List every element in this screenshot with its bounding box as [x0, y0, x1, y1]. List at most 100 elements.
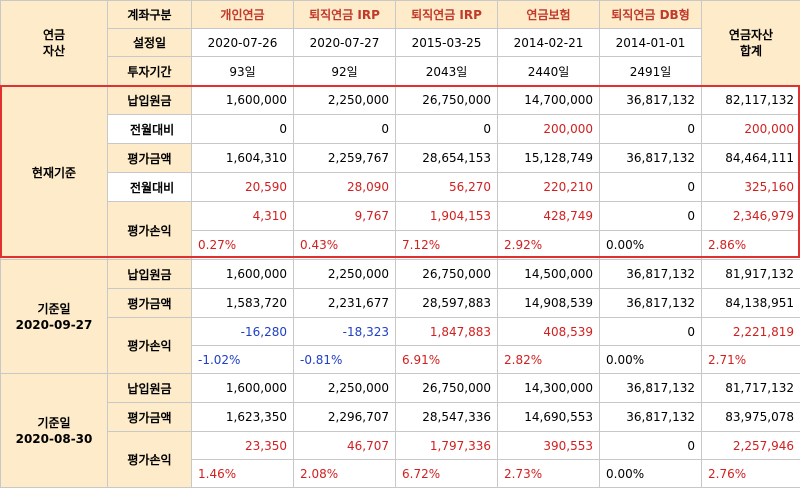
current-principal_change-1: 0 [293, 114, 396, 144]
current-principal-4: 36,817,132 [599, 85, 702, 115]
current-valuation_change-0: 20,590 [191, 172, 294, 202]
current-principal_change-2: 0 [395, 114, 498, 144]
aug30-pnl-pct-2: 6.72% [395, 459, 498, 488]
sep27-principal-2: 26,750,000 [395, 259, 498, 289]
header-row-account-type: 연금 자산 계좌구분 개인연금 퇴직연금 IRP 퇴직연금 IRP 연금보험 퇴직연금 DB… [0, 0, 800, 86]
sep27-principal-0: 1,600,000 [191, 259, 294, 289]
current-pnl-pct-4: 0.00% [599, 230, 702, 260]
aug30-principal-5: 81,717,132 [701, 373, 800, 403]
aug30-valuation-1: 2,296,707 [293, 402, 396, 432]
asset-label-text: 연금 자산 [42, 28, 66, 58]
current-principal_change-label: 전월대비 [107, 114, 192, 144]
current-principal-5: 82,117,132 [701, 85, 800, 115]
current-valuation-0: 1,604,310 [191, 143, 294, 173]
aug30-pnl-pct-row: 1.46% 2.08% 6.72% 2.73% 0.00% 2.76% [1, 459, 800, 488]
aug30-pnl-2: 1,797,336 [395, 431, 498, 460]
invest-period-label: 투자기간 [107, 56, 192, 86]
current-pnl-pct-row: 0.27% 0.43% 7.12% 2.92% 0.00% 2.86% [1, 230, 800, 260]
current-principal-2: 26,750,000 [395, 85, 498, 115]
current-pnl-5: 2,346,979 [701, 201, 800, 231]
aug30-valuation-label: 평가금액 [107, 402, 192, 432]
current-pnl-pct-0: 0.27% [191, 230, 294, 260]
current-pnl-pct-2: 7.12% [395, 230, 498, 260]
current-principal-0: 1,600,000 [191, 85, 294, 115]
current-principal_change-5: 200,000 [701, 114, 800, 144]
aug30-valuation-row: 평가금액 1,623,350 2,296,707 28,547,336 14,690,5… [1, 402, 800, 432]
aug30-valuation-2: 28,547,336 [395, 402, 498, 432]
sep27-pnl-5: 2,221,819 [701, 317, 800, 346]
setup-date-4: 2014-01-01 [599, 28, 702, 57]
current-valuation_change-1: 28,090 [293, 172, 396, 202]
sep27-pnl-pct-0: -1.02% [191, 345, 294, 374]
sep27-section-text: 기준일 2020-09-27 [15, 301, 93, 332]
aug30-pnl-pct-5: 2.76% [701, 459, 800, 488]
invest-period-4: 2491일 [599, 56, 702, 86]
current-section-label: 현재기준 [0, 85, 108, 260]
current-principal_change-0: 0 [191, 114, 294, 144]
current-valuation-row: 평가금액 1,604,310 2,259,767 28,654,153 15,128,7… [1, 143, 800, 173]
current-valuation_change-4: 0 [599, 172, 702, 202]
sep27-pnl-label: 평가손익 [107, 317, 192, 374]
setup-date-label: 설정일 [107, 28, 192, 57]
current-valuation-4: 36,817,132 [599, 143, 702, 173]
current-valuation-5: 84,464,111 [701, 143, 800, 173]
aug30-pnl-pct-4: 0.00% [599, 459, 702, 488]
sep27-principal-4: 36,817,132 [599, 259, 702, 289]
setup-date-1: 2020-07-27 [293, 28, 396, 57]
aug30-pnl-5: 2,257,946 [701, 431, 800, 460]
current-pnl-1: 9,767 [293, 201, 396, 231]
current-principal-1: 2,250,000 [293, 85, 396, 115]
sep27-valuation-label: 평가금액 [107, 288, 192, 318]
total-column-label: 연금자산 합계 [701, 0, 800, 86]
invest-period-2: 2043일 [395, 56, 498, 86]
aug30-valuation-0: 1,623,350 [191, 402, 294, 432]
aug30-pnl-0: 23,350 [191, 431, 294, 460]
aug30-principal-1: 2,250,000 [293, 373, 396, 403]
current-valuation_change-label: 전월대비 [107, 172, 192, 202]
aug30-section-text: 기준일 2020-08-30 [15, 415, 93, 446]
sep27-valuation-5: 84,138,951 [701, 288, 800, 318]
current-pnl-3: 428,749 [497, 201, 600, 231]
setup-date-3: 2014-02-21 [497, 28, 600, 57]
total-label-text: 연금자산 합계 [728, 28, 774, 58]
sep27-pnl-pct-5: 2.71% [701, 345, 800, 374]
current-valuation-2: 28,654,153 [395, 143, 498, 173]
aug30-pnl-label: 평가손익 [107, 431, 192, 488]
sep27-pnl-3: 408,539 [497, 317, 600, 346]
current-pnl-pct-1: 0.43% [293, 230, 396, 260]
account-name-2: 퇴직연금 IRP [395, 0, 498, 29]
account-type-label: 계좌구분 [107, 0, 192, 29]
current-pnl-4: 0 [599, 201, 702, 231]
account-name-0: 개인연금 [191, 0, 294, 29]
current-valuation_change-2: 56,270 [395, 172, 498, 202]
current-pnl-pct-3: 2.92% [497, 230, 600, 260]
aug30-pnl-4: 0 [599, 431, 702, 460]
sep27-valuation-row: 평가금액 1,583,720 2,231,677 28,597,883 14,908,5… [1, 288, 800, 318]
aug30-valuation-3: 14,690,553 [497, 402, 600, 432]
sep27-principal-label: 납입원금 [107, 259, 192, 289]
account-name-1: 퇴직연금 IRP [293, 0, 396, 29]
current-principal_change-4: 0 [599, 114, 702, 144]
aug30-principal-4: 36,817,132 [599, 373, 702, 403]
asset-section-label: 연금 자산 [0, 0, 108, 86]
aug30-pnl-1: 46,707 [293, 431, 396, 460]
sep27-principal-row: 기준일 2020-09-27 납입원금 1,600,000 2,250,000 26,7… [0, 259, 800, 374]
sep27-pnl-0: -16,280 [191, 317, 294, 346]
sep27-principal-3: 14,500,000 [497, 259, 600, 289]
current-pnl-label: 평가손익 [107, 201, 192, 260]
sep27-pnl-pct-row: -1.02% -0.81% 6.91% 2.82% 0.00% 2.71% [1, 345, 800, 374]
sep27-pnl-pct-2: 6.91% [395, 345, 498, 374]
aug30-principal-row: 기준일 2020-08-30 납입원금 1,600,000 2,250,000 26,7… [0, 373, 800, 488]
sep27-section-label: 기준일 2020-09-27 [0, 259, 108, 374]
invest-period-3: 2440일 [497, 56, 600, 86]
current-valuation_change-row: 전월대비 20,590 28,090 56,270 220,210 0 325,160 [1, 172, 800, 202]
sep27-valuation-2: 28,597,883 [395, 288, 498, 318]
aug30-pnl-3: 390,553 [497, 431, 600, 460]
sep27-valuation-4: 36,817,132 [599, 288, 702, 318]
invest-period-0: 93일 [191, 56, 294, 86]
current-principal-3: 14,700,000 [497, 85, 600, 115]
aug30-pnl-pct-3: 2.73% [497, 459, 600, 488]
current-pnl-pct-5: 2.86% [701, 230, 800, 260]
current-pnl-2: 1,904,153 [395, 201, 498, 231]
